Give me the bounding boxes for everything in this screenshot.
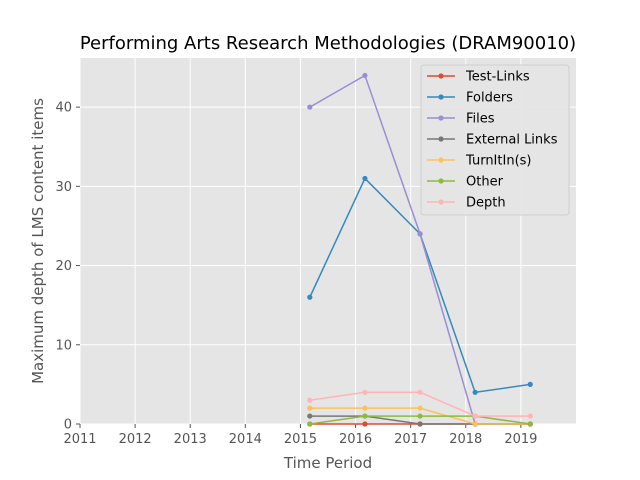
legend-item: Test-Links — [427, 70, 530, 85]
legend-marker — [438, 115, 444, 121]
y-tick-label: 0 — [64, 418, 72, 433]
data-point — [527, 381, 533, 387]
x-tick-label: 2015 — [284, 432, 317, 447]
data-point — [307, 397, 313, 403]
data-point — [527, 421, 533, 427]
y-tick-label: 10 — [55, 338, 72, 353]
data-point — [362, 389, 368, 395]
series-depth — [307, 389, 533, 419]
legend-label: Folders — [466, 91, 513, 106]
legend-label: TurnItIn(s) — [465, 154, 531, 169]
x-tick-label: 2012 — [119, 432, 152, 447]
legend-label: External Links — [466, 133, 558, 148]
data-point — [307, 413, 313, 419]
data-point — [362, 421, 368, 427]
data-point — [417, 421, 423, 427]
legend-item: External Links — [427, 133, 558, 148]
data-point — [417, 231, 423, 237]
legend-label: Files — [466, 112, 495, 127]
data-point — [307, 294, 313, 300]
legend-label: Depth — [466, 196, 506, 211]
legend-label: Other — [466, 175, 504, 190]
data-point — [472, 413, 478, 419]
series-lines — [307, 72, 533, 427]
data-point — [307, 405, 313, 411]
x-tick-label: 2016 — [339, 432, 372, 447]
legend-item: Depth — [427, 196, 506, 211]
chart-title: Performing Arts Research Methodologies (… — [80, 33, 576, 54]
data-point — [362, 413, 368, 419]
x-tick-label: 2018 — [449, 432, 482, 447]
legend-box — [420, 64, 570, 216]
x-axis-ticks: 2011 2012 2013 2014 2015 2016 2017 2018 2019 — [63, 424, 537, 447]
data-point — [362, 175, 368, 182]
legend-item: Other — [427, 175, 504, 190]
legend-item: Folders — [427, 91, 513, 106]
x-tick-label: 2019 — [504, 432, 537, 447]
data-point — [527, 413, 533, 419]
x-tick-label: 2011 — [63, 432, 96, 447]
data-point — [362, 72, 368, 79]
data-point — [417, 389, 423, 395]
x-tick-label: 2013 — [174, 432, 207, 447]
legend-item: Files — [427, 112, 495, 127]
legend: Test-Links Folders Files External Links Turn… — [420, 64, 570, 216]
y-axis-label: Maximum depth of LMS content items — [29, 98, 47, 384]
y-axis-ticks: 0 10 20 30 40 — [55, 101, 80, 433]
legend-item: TurnItIn(s) — [427, 154, 531, 169]
data-point — [362, 405, 368, 411]
y-tick-label: 20 — [55, 259, 72, 274]
x-tick-label: 2014 — [229, 432, 262, 447]
legend-label: Test-Links — [465, 70, 530, 85]
y-tick-label: 30 — [55, 180, 72, 195]
x-tick-label: 2017 — [394, 432, 427, 447]
legend-marker — [438, 73, 444, 79]
legend-marker — [438, 136, 444, 142]
data-point — [307, 104, 313, 110]
data-point — [307, 421, 313, 427]
legend-marker — [438, 178, 444, 184]
legend-marker — [438, 94, 444, 100]
data-point — [472, 389, 478, 395]
data-point — [472, 421, 478, 427]
x-axis-label: Time Period — [283, 454, 372, 472]
legend-marker — [438, 199, 444, 205]
data-point — [417, 405, 423, 411]
data-point — [417, 413, 423, 419]
y-tick-label: 40 — [55, 101, 72, 116]
legend-marker — [438, 157, 444, 163]
